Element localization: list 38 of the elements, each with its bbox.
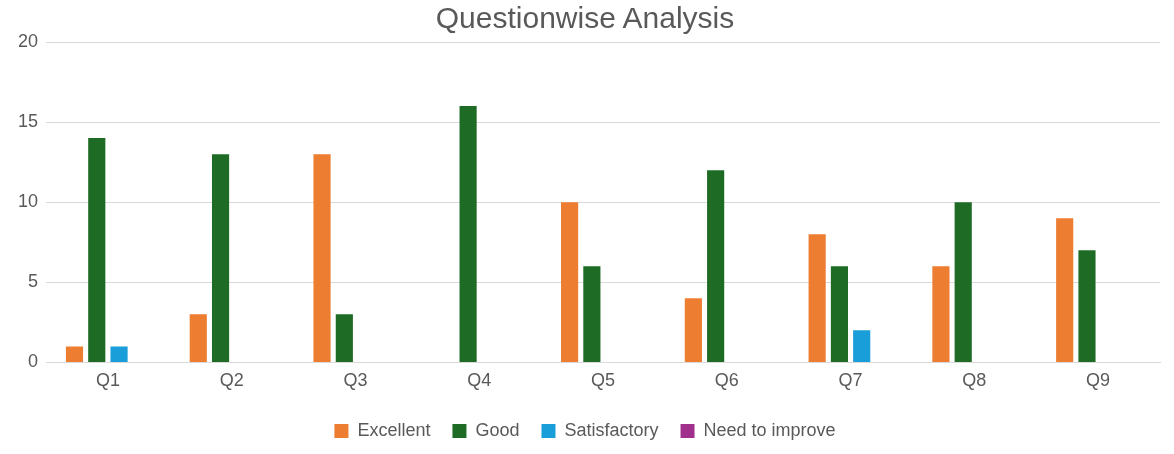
bar [707, 170, 725, 362]
bar [189, 314, 207, 362]
bar [684, 298, 702, 362]
bar [88, 138, 106, 362]
y-tick-label: 10 [17, 191, 39, 212]
bar [932, 266, 950, 362]
bar [853, 330, 871, 362]
bar [459, 106, 477, 362]
x-tick-label: Q5 [591, 370, 616, 391]
bar [561, 202, 579, 362]
bar [1078, 250, 1096, 362]
chart-title: Questionwise Analysis [435, 1, 735, 35]
x-tick-label: Q4 [467, 370, 492, 391]
legend-label: Good [475, 419, 520, 440]
x-tick-label: Q9 [1086, 370, 1111, 391]
bar [211, 154, 230, 362]
x-tick-label: Q3 [343, 370, 368, 391]
bar [954, 202, 972, 362]
x-tick-label: Q2 [219, 370, 244, 391]
bar [335, 314, 353, 362]
x-tick-label: Q1 [95, 370, 120, 391]
bar [110, 346, 128, 362]
legend-label: Need to improve [703, 419, 836, 440]
y-tick-label: 15 [17, 111, 39, 132]
x-tick-label: Q7 [838, 370, 863, 391]
legend-label: Excellent [357, 419, 431, 440]
bar [583, 266, 601, 362]
bar [808, 234, 826, 362]
y-tick-label: 20 [17, 30, 39, 51]
y-tick-label: 0 [28, 351, 39, 372]
bar [65, 346, 84, 362]
x-tick-label: Q8 [962, 370, 987, 391]
legend-label: Satisfactory [564, 419, 659, 440]
x-tick-label: Q6 [714, 370, 739, 391]
bar [313, 154, 331, 362]
bar [830, 266, 848, 362]
y-tick-label: 5 [28, 271, 39, 292]
bar [1056, 218, 1074, 362]
